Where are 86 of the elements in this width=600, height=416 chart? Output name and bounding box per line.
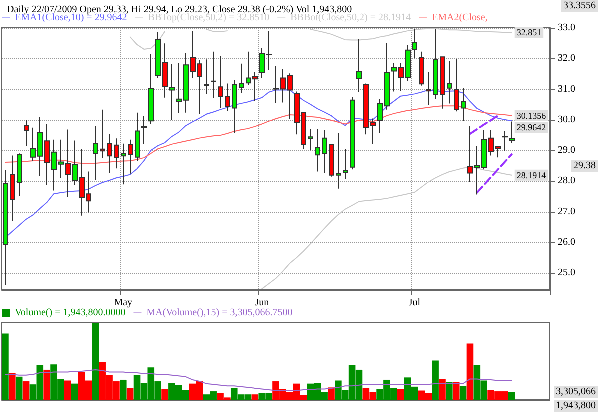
- candlestick: [350, 96, 355, 170]
- bar: [328, 388, 335, 400]
- bar: [439, 379, 446, 400]
- line-series: [4, 106, 512, 165]
- candlestick: [148, 54, 154, 125]
- candlestick: [426, 72, 431, 106]
- legend-label: BBTop(Close,50,2) = 32.8510: [148, 12, 270, 24]
- candlestick: [308, 128, 313, 152]
- y-tick-label: 31.0: [558, 84, 576, 95]
- bar: [64, 380, 72, 400]
- candlestick: [121, 143, 126, 186]
- line-series: [476, 154, 513, 194]
- data-label: 32.851: [516, 28, 542, 38]
- candlestick: [239, 63, 244, 94]
- candlestick: [336, 132, 341, 190]
- bar: [9, 373, 16, 400]
- line-series: [469, 114, 499, 136]
- y-tick-label: 32.0: [558, 53, 576, 64]
- y-tick-label: 25.0: [558, 268, 576, 279]
- bar: [446, 382, 453, 400]
- candlestick: [343, 148, 348, 180]
- candlestick: [454, 58, 459, 112]
- candlestick: [461, 88, 466, 122]
- bar: [452, 382, 460, 400]
- bar: [71, 384, 78, 400]
- candlestick: [232, 80, 237, 134]
- candlestick: [128, 139, 133, 174]
- bar: [466, 344, 474, 400]
- bar: [44, 370, 50, 400]
- line-series: [262, 166, 512, 290]
- candlestick: [17, 153, 22, 198]
- legend-label: Volume() = 1,943,800.0000: [15, 308, 126, 318]
- bar: [397, 389, 404, 400]
- x-tick-label: May: [114, 298, 133, 308]
- candlestick: [135, 112, 140, 162]
- data-label: 30.1356: [516, 110, 547, 121]
- candlestick: [502, 130, 508, 152]
- candlestick: [419, 51, 424, 86]
- candlestick: [225, 83, 230, 112]
- text: 29.38: [574, 160, 596, 172]
- candlestick: [3, 170, 8, 286]
- candlestick: [322, 130, 327, 174]
- bar: [16, 376, 23, 400]
- y-tick-label: 29.0: [558, 145, 576, 156]
- y-tick-label: 28.0: [558, 176, 576, 187]
- bar: [460, 386, 467, 400]
- candlestick: [204, 59, 209, 95]
- text: 3,305,066: [556, 386, 596, 398]
- data-label: 29.9642: [516, 122, 546, 133]
- y-tick-label: 27.0: [558, 206, 576, 218]
- candlestick: [100, 109, 105, 160]
- candlestick: [24, 120, 29, 146]
- candlestick: [93, 126, 98, 180]
- candlestick: [329, 144, 334, 178]
- candlestick: [447, 60, 452, 104]
- candlestick: [10, 155, 15, 222]
- text: 1,943,800: [556, 400, 596, 412]
- text: 33.3556: [564, 0, 596, 12]
- candlestick: [141, 116, 147, 145]
- bar: [120, 380, 127, 400]
- y-tick-label: 30.0: [558, 114, 576, 126]
- candlestick: [315, 128, 320, 172]
- legend-label: EMA2(Close,: [432, 12, 488, 24]
- candlestick: [433, 29, 438, 100]
- candlestick: [440, 56, 445, 110]
- candlestick: [509, 121, 515, 144]
- bar: [2, 334, 9, 400]
- bar: [92, 323, 100, 400]
- legend-label: MA(Volume(),15) = 3,305,066.7500: [146, 308, 293, 318]
- x-tick-label: Jul: [408, 298, 421, 308]
- x-tick-label: Jun: [255, 298, 270, 308]
- candlestick: [107, 134, 112, 174]
- candlestick: [356, 38, 362, 93]
- candlestick: [211, 51, 216, 99]
- bar: [162, 389, 168, 400]
- y-tick-label: 26.0: [558, 237, 576, 248]
- bar: [508, 392, 516, 400]
- y-tick-label: 33.0: [558, 22, 576, 34]
- bar: [22, 382, 30, 400]
- bar: [126, 388, 134, 400]
- data-label: 28.1914: [516, 170, 547, 180]
- candlestick: [169, 64, 175, 122]
- bar: [432, 360, 439, 400]
- candlestick: [218, 56, 223, 109]
- bar: [252, 394, 259, 400]
- candlestick: [114, 138, 119, 170]
